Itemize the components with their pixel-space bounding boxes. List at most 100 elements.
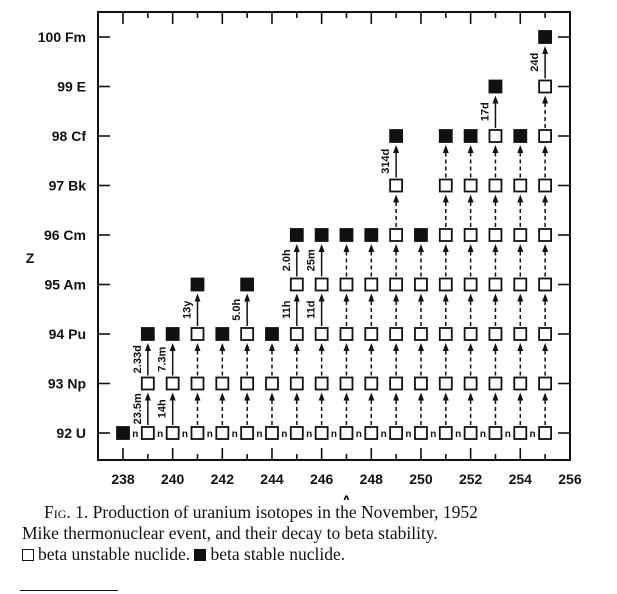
beta-unstable-nuclide xyxy=(538,178,553,193)
neutron-capture-label: n xyxy=(331,429,337,440)
beta-stable-nuclide xyxy=(215,327,230,341)
arrowhead-icon xyxy=(393,293,400,302)
arrowhead-icon xyxy=(393,145,400,153)
beta-unstable-nuclide xyxy=(339,277,354,292)
arrowhead-icon xyxy=(293,293,300,302)
arrowhead-icon xyxy=(244,293,251,302)
arrowhead-icon xyxy=(542,392,549,401)
beta-unstable-nuclide xyxy=(265,426,279,440)
caption-line-1: Production of uranium isotopes in the No… xyxy=(92,502,478,522)
beta-unstable-nuclide xyxy=(538,426,553,440)
arrowhead-icon xyxy=(144,392,151,401)
arrowhead-icon xyxy=(343,293,350,302)
beta-stable-nuclide xyxy=(414,228,428,242)
beta-stable-nuclide xyxy=(339,228,354,242)
arrowhead-icon xyxy=(318,293,325,302)
beta-unstable-nuclide xyxy=(513,178,528,193)
nuclide-chart: 238 240 242 244 246 248 250 252 254 256 A 92 U 93 Np… xyxy=(26,11,582,500)
beta-stable-nuclide xyxy=(389,129,404,143)
half-life-label: 14h xyxy=(157,399,169,418)
beta-unstable-nuclide xyxy=(438,277,453,292)
beta-unstable-nuclide xyxy=(488,277,503,292)
arrowhead-icon xyxy=(542,194,549,203)
beta-unstable-nuclide xyxy=(240,376,255,391)
arrowhead-icon xyxy=(144,343,151,351)
beta-unstable-nuclide xyxy=(438,376,453,391)
x-tick-label: 246 xyxy=(310,471,334,487)
arrowhead-icon xyxy=(343,244,350,252)
arrowhead-icon xyxy=(517,293,524,302)
figure-caption: Fig. 1. Production of uranium isotopes i… xyxy=(22,502,612,565)
arrowhead-icon xyxy=(442,244,449,252)
arrowhead-icon xyxy=(318,392,325,401)
neutron-capture-label: n xyxy=(182,429,188,440)
x-tick-label: 240 xyxy=(161,471,185,487)
beta-unstable-nuclide xyxy=(414,327,428,341)
arrowhead-icon xyxy=(492,95,499,104)
arrowhead-icon xyxy=(517,145,524,153)
arrowhead-icon xyxy=(467,244,474,252)
beta-unstable-nuclide xyxy=(538,228,553,242)
arrowhead-icon xyxy=(517,194,524,203)
beta-stable-nuclide xyxy=(190,277,205,292)
y-tick-label: 93 Np xyxy=(48,376,86,392)
filled-square-legend-icon xyxy=(194,549,207,561)
beta-unstable-nuclide xyxy=(339,376,354,391)
arrowhead-icon xyxy=(318,244,325,252)
beta-unstable-nuclide xyxy=(513,327,528,341)
beta-unstable-nuclide xyxy=(414,426,428,440)
beta-unstable-nuclide xyxy=(438,178,453,193)
beta-unstable-nuclide xyxy=(513,426,528,440)
arrowhead-icon xyxy=(268,392,275,401)
arrowhead-icon xyxy=(368,343,375,351)
beta-unstable-nuclide xyxy=(165,376,180,391)
beta-unstable-nuclide xyxy=(538,327,553,341)
arrowhead-icon xyxy=(542,343,549,351)
arrowhead-icon xyxy=(492,392,499,401)
beta-unstable-nuclide xyxy=(513,277,528,292)
arrowhead-icon xyxy=(343,392,350,401)
arrowhead-icon xyxy=(293,244,300,252)
beta-unstable-nuclide xyxy=(438,327,453,341)
arrowhead-icon xyxy=(417,392,424,401)
beta-unstable-nuclide xyxy=(215,426,230,440)
half-life-label: 2.33d xyxy=(132,345,144,373)
half-life-label: 23.5m xyxy=(132,393,144,424)
beta-stable-nuclide xyxy=(364,228,379,242)
beta-unstable-nuclide xyxy=(414,376,428,391)
beta-unstable-nuclide xyxy=(215,376,230,391)
beta-unstable-nuclide xyxy=(389,426,404,440)
neutron-capture-label: n xyxy=(381,429,387,440)
arrowhead-icon xyxy=(442,194,449,203)
beta-stable-nuclide xyxy=(240,277,255,292)
legend-filled-label: beta stable nuclide. xyxy=(210,544,346,564)
beta-unstable-nuclide xyxy=(538,129,553,143)
beta-unstable-nuclide xyxy=(488,327,503,341)
arrowhead-icon xyxy=(219,343,226,351)
half-life-label: 17d xyxy=(479,102,491,121)
arrowhead-icon xyxy=(492,145,499,153)
arrowhead-icon xyxy=(244,343,251,351)
arrowhead-icon xyxy=(492,194,499,203)
neutron-capture-label: n xyxy=(207,429,213,440)
y-tick-label: 100 Fm xyxy=(38,29,86,45)
beta-unstable-nuclide xyxy=(314,277,329,292)
beta-stable-nuclide xyxy=(116,426,130,440)
arrowhead-icon xyxy=(467,145,474,153)
footnote-rule xyxy=(20,590,118,591)
beta-unstable-nuclide xyxy=(513,228,528,242)
beta-unstable-nuclide xyxy=(438,228,453,242)
arrowhead-icon xyxy=(467,293,474,302)
beta-unstable-nuclide xyxy=(463,376,478,391)
beta-unstable-nuclide xyxy=(488,129,503,143)
neutron-capture-label: n xyxy=(430,429,436,440)
arrowhead-icon xyxy=(268,343,275,351)
arrowhead-icon xyxy=(492,293,499,302)
neutron-capture-label: n xyxy=(356,429,362,440)
beta-unstable-nuclide xyxy=(488,376,503,391)
neutron-capture-label: n xyxy=(505,429,511,440)
beta-unstable-nuclide xyxy=(463,277,478,292)
plot-frame xyxy=(97,11,571,461)
arrowhead-icon xyxy=(293,343,300,351)
half-life-label: 314d xyxy=(380,149,392,174)
